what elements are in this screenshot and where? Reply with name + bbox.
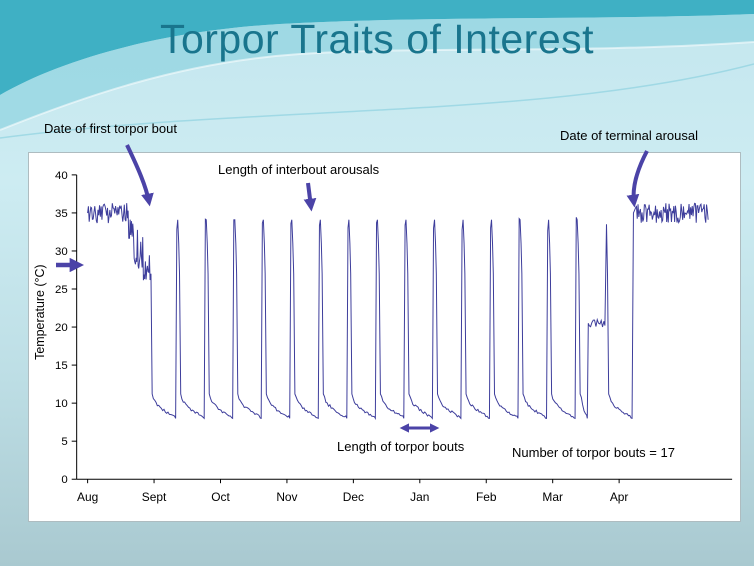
chart-card: 0 5 10 15 20 25 30 35 40 Aug Sept Oct Nov Dec Jan Feb M… (28, 152, 741, 522)
y-tick-label: 35 (55, 208, 68, 220)
y-axis-ticks: 0 5 10 15 20 25 30 35 40 (55, 170, 77, 486)
y-tick-label: 25 (55, 284, 68, 296)
y-tick-label: 30 (55, 246, 68, 258)
x-axis-ticks: Aug Sept Oct Nov Dec Jan Feb Mar Apr (77, 479, 628, 504)
x-tick-label: Sept (142, 490, 167, 504)
y-tick-label: 20 (55, 322, 68, 334)
slide-title: Torpor Traits of Interest (159, 16, 595, 62)
background-waves (0, 0, 754, 139)
wave-highlight (0, 41, 754, 131)
x-tick-label: Dec (343, 490, 364, 504)
y-tick-label: 10 (55, 398, 68, 410)
y-tick-label: 5 (61, 436, 67, 448)
x-tick-label: Feb (476, 490, 497, 504)
x-tick-label: Mar (542, 490, 563, 504)
temperature-series-line (87, 202, 709, 421)
x-tick-label: Apr (610, 490, 629, 504)
y-tick-label: 0 (61, 474, 67, 486)
wave-mid (0, 14, 754, 130)
wave-dark (0, 0, 754, 95)
x-tick-label: Aug (77, 490, 98, 504)
annotation-torpor-bout-length: Length of torpor bouts (337, 439, 465, 454)
temperature-chart: 0 5 10 15 20 25 30 35 40 Aug Sept Oct Nov Dec Jan Feb M… (33, 170, 733, 504)
annotation-first-torpor-bout: Date of first torpor bout (44, 121, 177, 136)
y-axis-label: Temperature (°C) (33, 264, 47, 359)
annotation-bout-count: Number of torpor bouts = 17 (512, 445, 675, 460)
x-tick-label: Jan (410, 490, 429, 504)
annotation-interbout-arousals: Length of interbout arousals (218, 162, 380, 177)
annotation-terminal-arousal: Date of terminal arousal (560, 128, 699, 143)
x-tick-label: Nov (276, 490, 297, 504)
y-tick-label: 40 (55, 170, 68, 182)
x-tick-label: Oct (211, 490, 230, 504)
y-tick-label: 15 (55, 360, 68, 372)
wave-accent (0, 63, 754, 139)
